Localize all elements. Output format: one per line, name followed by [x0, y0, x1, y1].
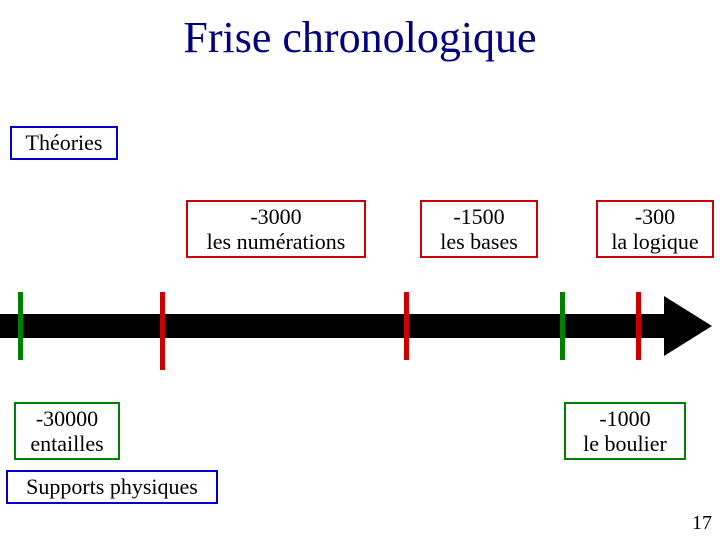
supports-label: Supports physiques: [6, 470, 218, 504]
event-entailles-text: entailles: [30, 431, 103, 456]
event-numerations: -3000 les numérations: [186, 200, 366, 258]
event-logique-text: la logique: [611, 229, 698, 254]
theories-label: Théories: [10, 126, 118, 160]
tick-3000: [160, 292, 165, 370]
event-bases-text: les bases: [440, 229, 518, 254]
page-title: Frise chronologique: [0, 12, 720, 63]
event-logique-year: -300: [635, 204, 675, 229]
tick-1500: [404, 292, 409, 360]
event-bases-year: -1500: [453, 204, 504, 229]
tick-30000: [18, 292, 23, 360]
event-entailles-year: -30000: [36, 406, 98, 431]
event-numerations-text: les numérations: [207, 229, 346, 254]
page-number: 17: [692, 512, 712, 535]
event-logique: -300 la logique: [596, 200, 714, 258]
event-boulier-text: le boulier: [583, 431, 667, 456]
event-bases: -1500 les bases: [420, 200, 538, 258]
event-entailles: -30000 entailles: [14, 402, 120, 460]
event-numerations-year: -3000: [250, 204, 301, 229]
event-boulier: -1000 le boulier: [564, 402, 686, 460]
timeline-arrow: [664, 296, 712, 356]
event-boulier-year: -1000: [599, 406, 650, 431]
tick-1000: [560, 292, 565, 360]
tick-300: [636, 292, 641, 360]
